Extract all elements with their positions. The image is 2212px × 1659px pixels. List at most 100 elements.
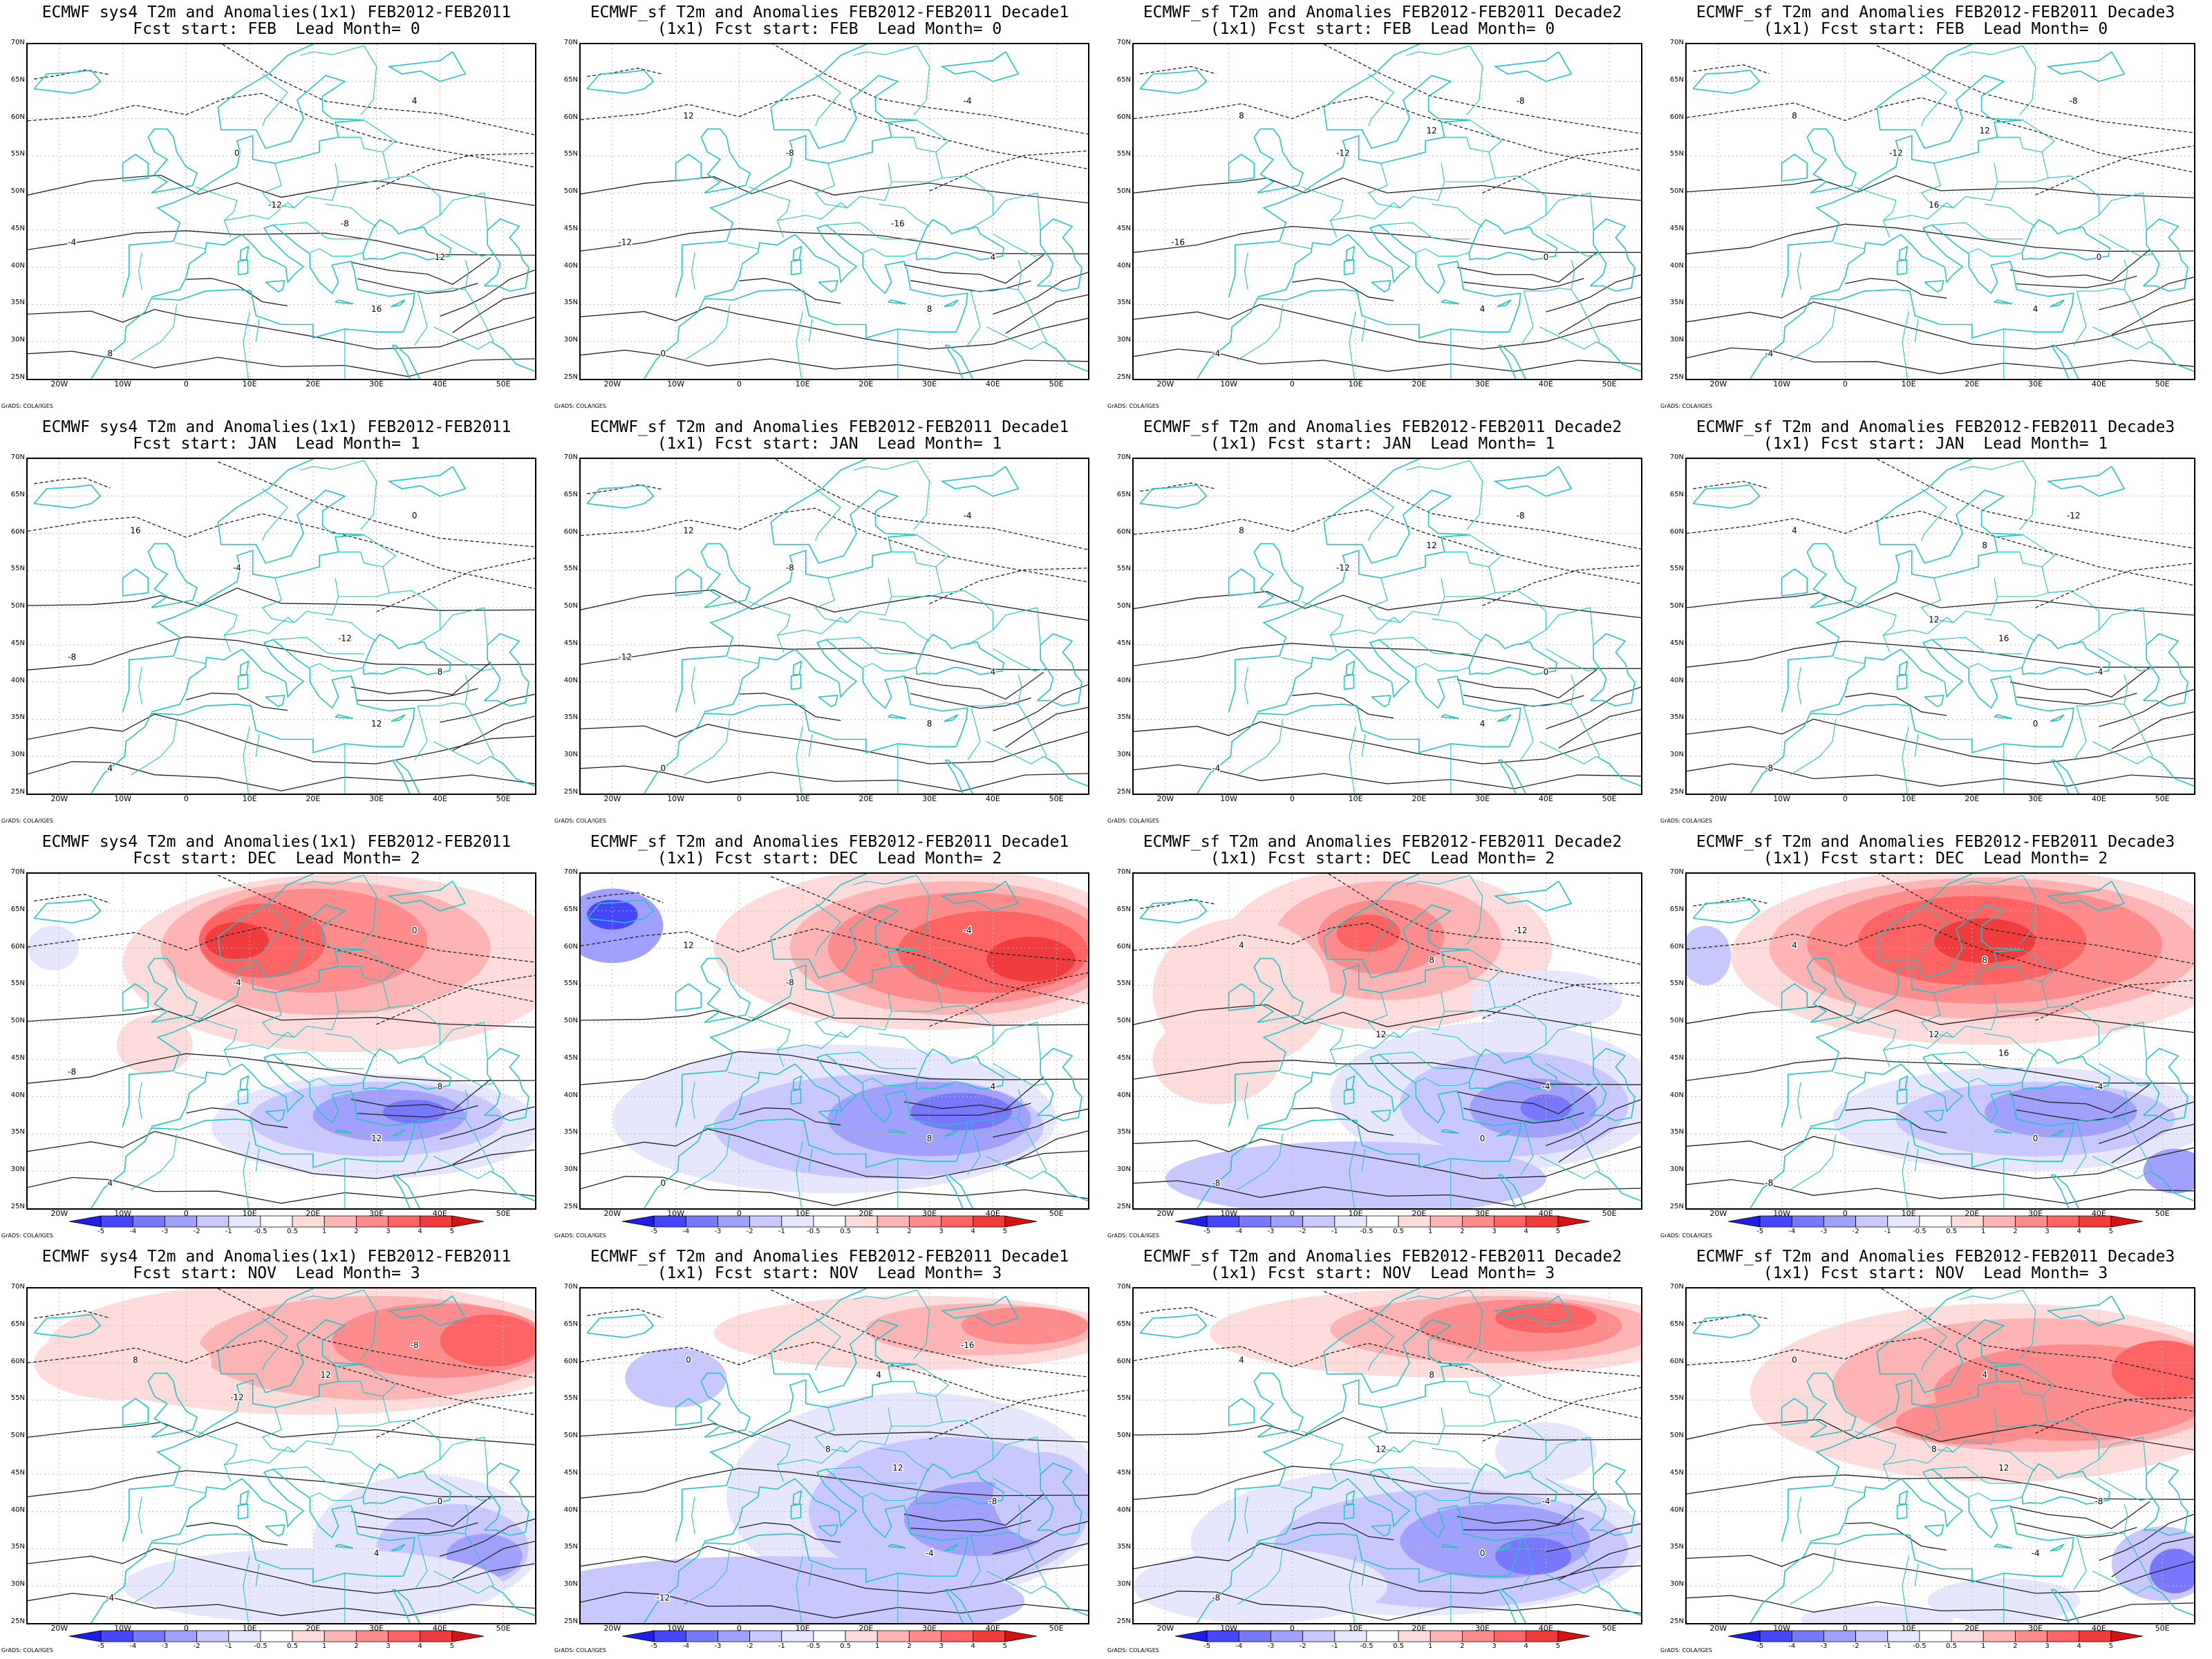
lat-label: 30N [1116,336,1131,344]
colorbar-segment [1759,1630,1792,1642]
contour-line [2016,1109,2137,1122]
climatology-contours [1687,1288,2194,1622]
contour-line [1134,1465,1641,1500]
colorbar-label: 2 [1460,1642,1465,1650]
anomaly-colorbar [1175,1215,1590,1228]
lat-label: 40N [1116,1506,1131,1514]
country-border [1379,637,1470,655]
colorbar-label: 1 [1981,1228,1986,1235]
coastline [1468,1048,1557,1090]
lon-label: 10W [114,379,132,388]
coastline [644,289,957,379]
country-border [1367,162,1400,209]
country-border [1932,637,2023,655]
contour-line [929,150,1088,191]
colorbar-label: 4 [971,1228,975,1235]
coastline [586,899,655,924]
coastline [1497,759,1526,794]
lon-label: 40E [985,794,1000,803]
colorbar-label: 2 [354,1228,359,1235]
colorbar-segment [69,1215,102,1228]
country-border [1406,45,1470,56]
contour-line [993,1108,1088,1138]
country-border [1539,1571,1597,1594]
climatology-contours [581,876,1088,1206]
country-border [1920,903,1948,956]
contour-label: -12 [1336,148,1350,158]
lat-label: 65N [1669,490,1684,498]
coastline [2021,633,2110,675]
contour-line [903,1076,1044,1110]
contour-line [350,662,491,695]
coastline [237,673,249,691]
coastline [1343,1088,1355,1105]
colorbar-segment [622,1630,655,1642]
lat-label: 45N [10,639,25,647]
lat-label: 65N [563,1320,578,1328]
lon-label: 20W [50,1209,68,1218]
contour-label: -4 [106,1593,114,1603]
panel-title: ECMWF_sf T2m and Anomalies FEB2012-FEB20… [590,3,1069,21]
contour-label: 16 [1998,634,2009,644]
coastline [490,756,535,787]
coastline [1253,957,1304,1023]
lat-label: 55N [1116,565,1131,573]
lat-label: 70N [563,1283,578,1291]
panel-subtitle: Fcst start: DEC Lead Month= 2 [133,850,420,868]
contour-label: 4 [1480,304,1485,314]
contour-line [1687,1474,2194,1500]
contour-line [1134,922,1641,997]
country-borders [1790,45,2153,379]
country-border [853,874,917,885]
contour-label: -12 [656,1593,670,1603]
colorbar-label: 0.5 [1393,1642,1405,1650]
contour-label: 12 [371,719,382,729]
coastline [490,1170,535,1202]
country-border [243,727,250,794]
coastline [265,280,285,293]
country-border [1494,1004,1546,1060]
lat-label: 30N [1669,1580,1684,1588]
country-border [814,162,847,209]
lat-label: 35N [1669,1128,1684,1136]
country-border [1914,733,1919,757]
coastline [1590,218,1635,292]
colorbar-label: 4 [2077,1642,2081,1650]
lat-label: 55N [10,565,25,573]
country-border [261,992,294,1038]
anomaly-region [581,1556,1025,1623]
colorbar-segment [1238,1630,1271,1642]
colorbar-label: 1 [875,1228,880,1235]
lon-label: 0 [736,1209,742,1218]
contour-line [2035,1397,2194,1434]
panel-subtitle: (1x1) Fcst start: DEC Lead Month= 2 [1210,850,1555,868]
contour-label: 8 [1982,541,1987,550]
country-border [1920,488,1948,541]
lat-label: 60N [563,527,578,536]
country-border [433,741,491,765]
colorbar-segment [100,1630,133,1642]
coastline [940,51,1020,82]
coastline [1037,1462,1082,1536]
climatology-contours [1134,1291,1641,1621]
coastline [1468,1463,1557,1505]
contour-label: 12 [683,526,693,536]
country-border [440,233,494,257]
contour-label: 4 [1982,1370,1987,1380]
country-border [195,1430,238,1482]
lat-label: 65N [563,490,578,498]
coastline [888,299,906,305]
coastline [1441,1544,1459,1549]
coastline [790,1503,802,1520]
contour-line [2016,275,2137,288]
country-border [1969,663,2023,672]
contour-line [587,892,664,903]
panel-subtitle: (1x1) Fcst start: NOV Lead Month= 3 [1763,1264,2108,1282]
contour-line [357,1522,478,1535]
country-border [1244,1497,1248,1534]
contour-label: 12 [1929,1030,1939,1040]
